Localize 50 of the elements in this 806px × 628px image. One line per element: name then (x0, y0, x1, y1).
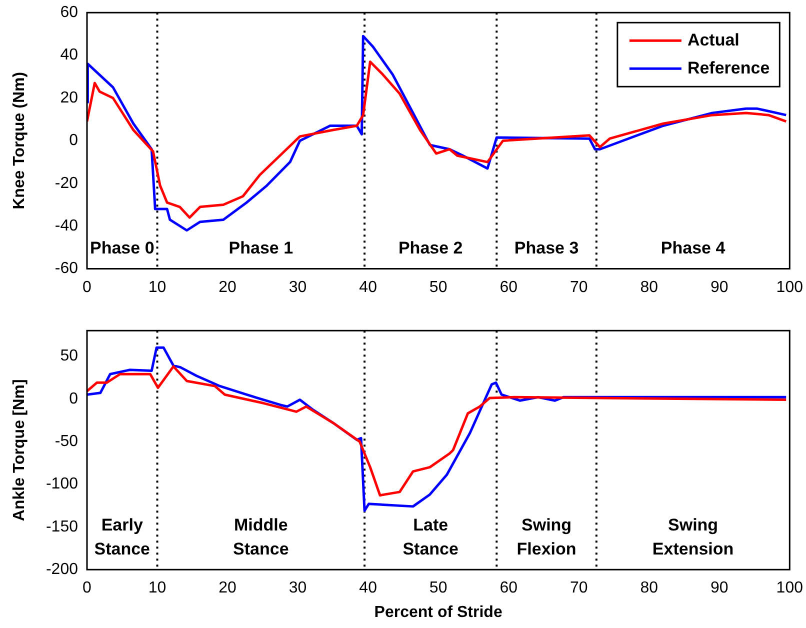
x-tick-label: 60 (500, 278, 518, 296)
x-tick-label: 0 (82, 580, 92, 597)
legend-label: Actual (687, 30, 740, 50)
x-tick-label: 100 (776, 278, 804, 296)
y-tick-label: -40 (54, 218, 78, 235)
y-axis-title: Ankle Torque [Nm] (11, 379, 28, 522)
x-tick-label: 70 (570, 278, 588, 296)
annotation: Phase 1 (228, 238, 294, 258)
x-tick-label: 60 (500, 580, 518, 597)
y-tick-label: -150 (46, 518, 78, 536)
annotation: Middle Stance (233, 515, 289, 558)
x-tick-label: 40 (359, 278, 378, 296)
y-tick-label: 0 (69, 132, 78, 150)
y-tick-label: 20 (60, 89, 78, 106)
y-axis-title: Knee Torque (Nm) (11, 72, 28, 210)
x-tick-label: 20 (218, 580, 237, 597)
x-tick-label: 90 (710, 278, 728, 296)
y-tick-label: 40 (60, 46, 78, 64)
annotation: Late Stance (402, 515, 458, 558)
x-tick-label: 30 (288, 278, 307, 296)
x-tick-label: 30 (288, 580, 307, 597)
y-tick-label: 50 (60, 348, 78, 365)
annotation: Phase 2 (398, 238, 463, 258)
y-tick-label: -50 (54, 432, 78, 450)
annotation: Phase 0 (90, 238, 154, 258)
x-tick-label: 0 (82, 278, 92, 296)
annotation: Swing Flexion (516, 515, 576, 558)
annotation: Early Stance (94, 515, 150, 558)
y-tick-label: 0 (69, 390, 78, 408)
x-tick-label: 80 (640, 580, 658, 597)
x-tick-label: 10 (148, 580, 166, 597)
x-tick-label: 10 (148, 278, 166, 296)
annotation: Phase 4 (660, 238, 726, 258)
x-tick-label: 80 (640, 278, 658, 296)
x-tick-label: 40 (359, 580, 378, 597)
y-tick-label: 60 (60, 4, 78, 22)
legend-label: Reference (687, 58, 770, 78)
x-tick-label: 70 (570, 580, 588, 597)
x-tick-label: 100 (776, 580, 804, 597)
x-tick-label: 50 (429, 278, 448, 296)
y-tick-label: -200 (46, 561, 78, 578)
y-tick-label: -100 (46, 476, 78, 493)
annotation: Phase 3 (514, 238, 579, 258)
annotation: Swing Extension (652, 515, 734, 558)
x-tick-label: 90 (710, 580, 728, 597)
x-axis-title: Percent of Stride (374, 604, 502, 621)
x-tick-label: 20 (218, 278, 237, 296)
y-tick-label: -60 (54, 260, 78, 278)
y-tick-label: -20 (54, 174, 78, 192)
x-tick-label: 50 (429, 580, 448, 597)
